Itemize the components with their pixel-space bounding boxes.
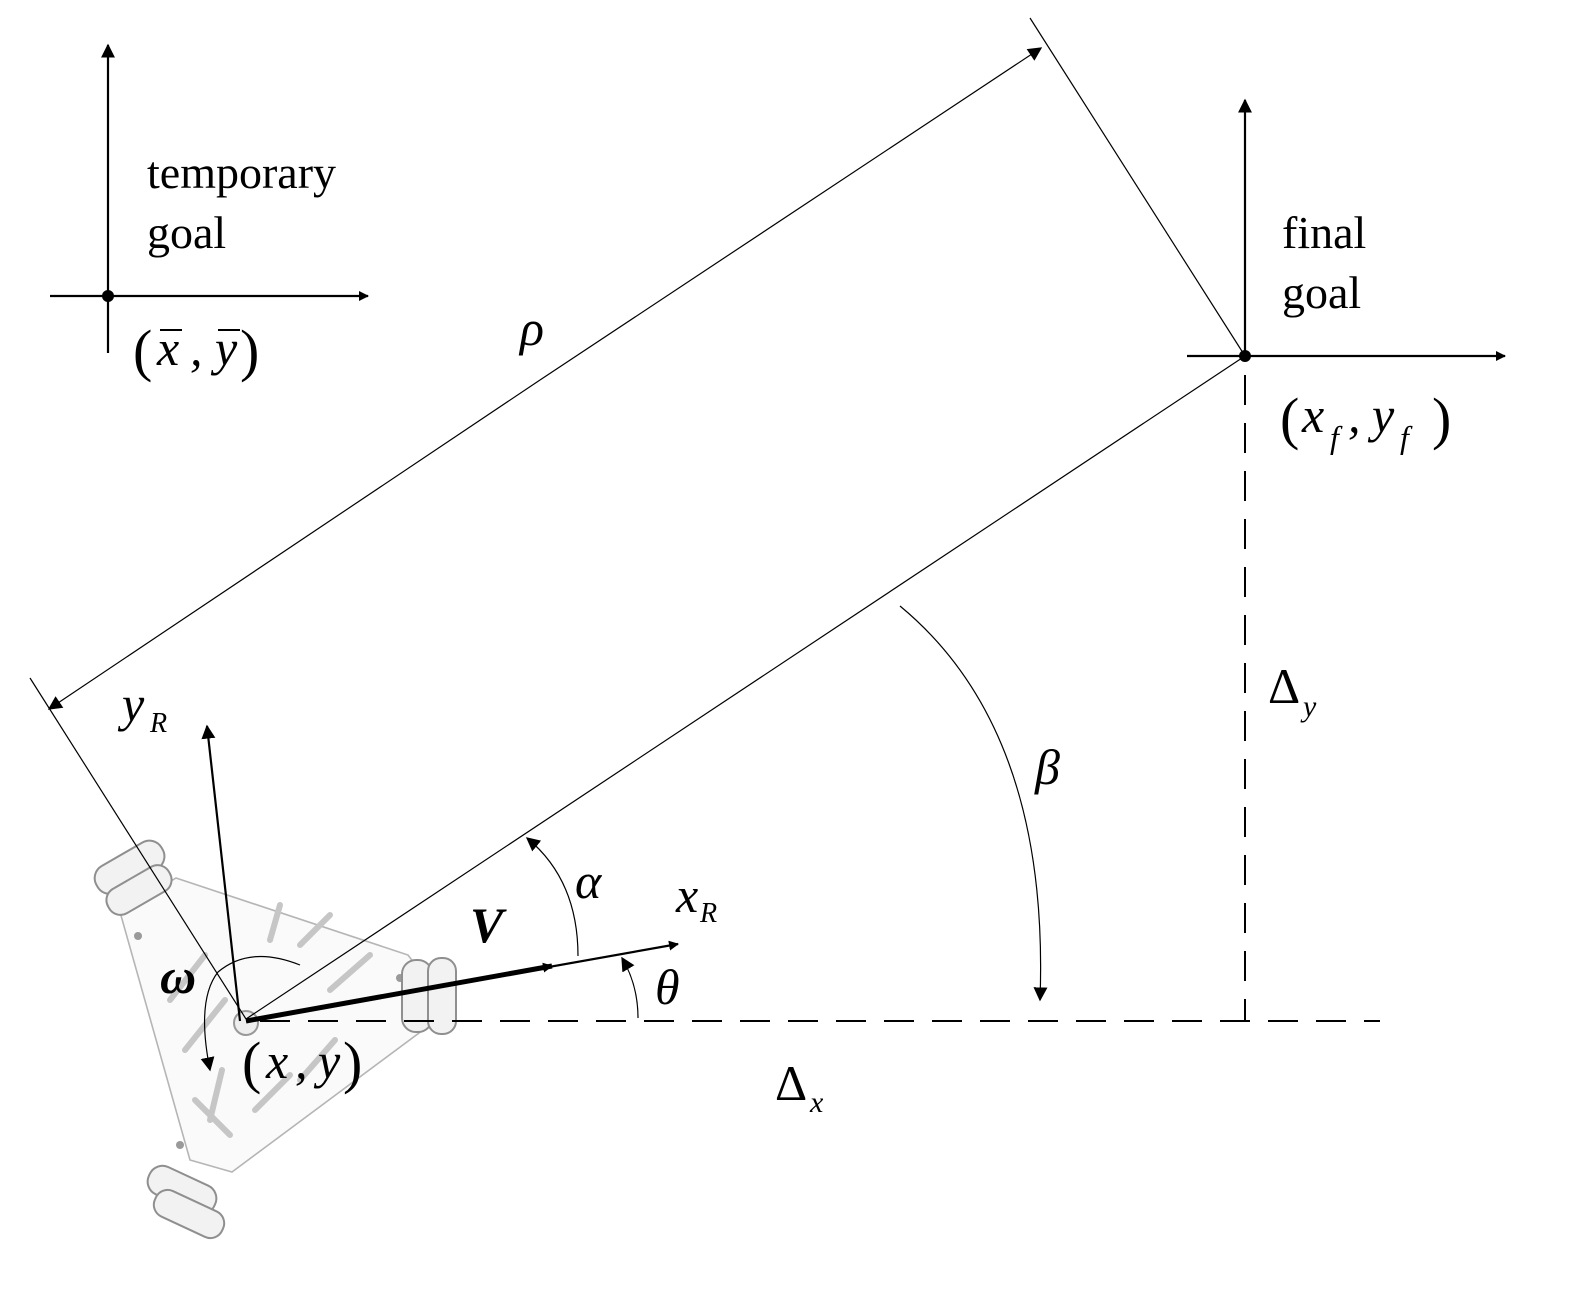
delta-x-label: Δ x	[775, 1055, 824, 1119]
alpha-arc	[525, 837, 579, 957]
robot-y-axis-label: y R	[117, 676, 167, 739]
svg-text:,: ,	[295, 1033, 308, 1089]
theta-label: θ	[655, 959, 680, 1015]
svg-text:R: R	[699, 898, 717, 929]
svg-text:y: y	[210, 320, 238, 376]
svg-text:y: y	[117, 676, 145, 732]
svg-text:f: f	[1400, 419, 1413, 455]
svg-text:y: y	[313, 1033, 341, 1089]
final-goal-label-line2: goal	[1282, 267, 1361, 318]
temporary-goal-frame: temporary goal ( x , y )	[50, 43, 369, 383]
rho-label: ρ	[518, 300, 544, 356]
rho-extension-goal	[1029, 17, 1246, 357]
temporary-goal-label-line1: temporary	[147, 147, 336, 198]
svg-text:,: ,	[1348, 387, 1361, 443]
beta-label: β	[1034, 739, 1060, 795]
omega-arc	[200, 955, 301, 1072]
svg-text:Δ: Δ	[775, 1055, 807, 1111]
final-goal-frame: final goal ( x f , y f )	[1187, 98, 1506, 455]
svg-text:): )	[240, 318, 259, 383]
omega-label: ω	[160, 948, 196, 1004]
svg-text:,: ,	[190, 320, 203, 376]
temporary-goal-point	[102, 290, 114, 302]
beta-arc	[899, 605, 1048, 1002]
velocity-label: V	[470, 897, 507, 953]
temporary-goal-coordinates: ( x , y )	[133, 318, 259, 383]
svg-text:(: (	[133, 318, 152, 383]
velocity-vector	[245, 962, 553, 1024]
svg-text:x: x	[265, 1033, 288, 1089]
final-goal-coordinates: ( x f , y f )	[1280, 386, 1451, 455]
robot-position-label: ( x , y )	[242, 1030, 362, 1095]
rho-dimension-arrow-start	[47, 379, 541, 710]
robot-x-axis-label: x R	[675, 867, 717, 929]
svg-text:y: y	[1367, 387, 1395, 443]
svg-text:x: x	[809, 1086, 824, 1119]
robot-chassis	[93, 839, 457, 1240]
svg-text:x: x	[156, 320, 179, 376]
svg-text:Δ: Δ	[1268, 658, 1300, 714]
svg-text:x: x	[675, 867, 698, 923]
wheel-bottom	[146, 1164, 226, 1240]
theta-arc	[621, 956, 639, 1019]
svg-text:y: y	[1300, 690, 1317, 723]
svg-text:(: (	[1280, 386, 1299, 451]
rho-extension-robot	[29, 677, 247, 1020]
final-goal-label-line1: final	[1282, 207, 1366, 258]
delta-y-label: Δ y	[1268, 658, 1317, 723]
svg-text:f: f	[1330, 419, 1343, 455]
wheel-top-left	[93, 839, 173, 916]
svg-text:x: x	[1301, 387, 1324, 443]
robot-y-axis	[201, 724, 242, 1022]
svg-text:R: R	[149, 708, 167, 739]
svg-text:): )	[343, 1030, 362, 1095]
rho-dimension-arrow-end	[539, 47, 1043, 381]
svg-text:(: (	[242, 1030, 261, 1095]
wheel-right	[401, 957, 457, 1035]
svg-text:): )	[1432, 386, 1451, 451]
temporary-goal-label-line2: goal	[147, 207, 226, 258]
rho-line	[245, 355, 1246, 1020]
alpha-label: α	[575, 853, 603, 909]
